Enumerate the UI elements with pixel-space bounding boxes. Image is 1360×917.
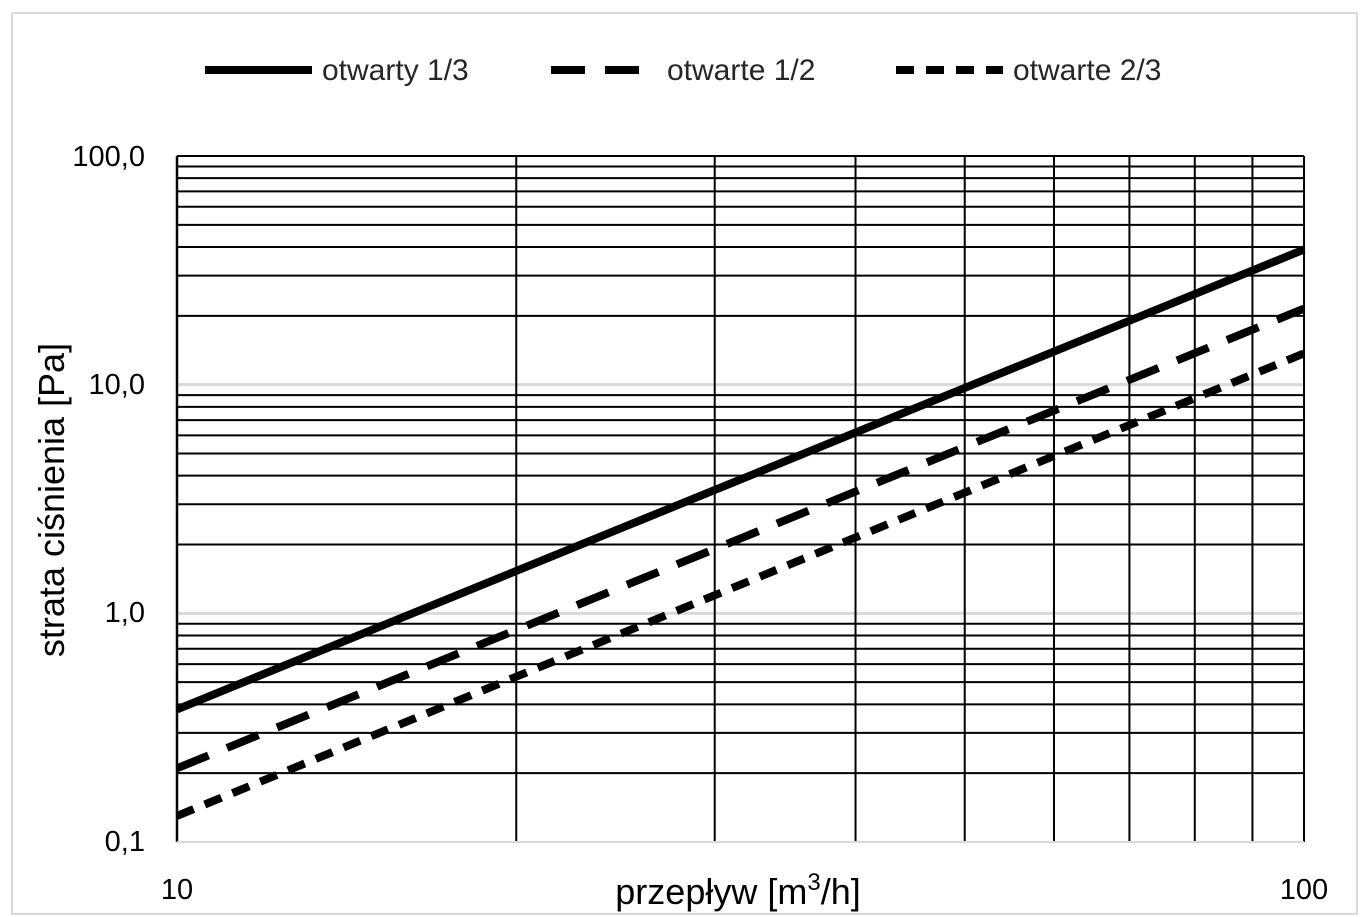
y-axis-title: strata ciśnienia [Pa] bbox=[31, 343, 72, 657]
grid-lines bbox=[175, 155, 1305, 843]
series-line-3 bbox=[175, 349, 1306, 820]
y-axis-tick-labels: 0,1 1,0 10,0 100,0 bbox=[72, 141, 145, 858]
series-line-2 bbox=[175, 304, 1306, 773]
y-tick-label: 100,0 bbox=[72, 141, 145, 173]
legend: otwarty 1/3 otwarte 1/2 otwarte 2/3 bbox=[205, 54, 1161, 87]
x-tick-label: 100 bbox=[1280, 874, 1328, 906]
x-axis-tick-labels: 10 100 bbox=[161, 874, 1328, 906]
legend-label-series-2: otwarte 1/2 bbox=[667, 54, 815, 87]
y-tick-label: 10,0 bbox=[89, 369, 145, 401]
series-line-1 bbox=[175, 245, 1306, 714]
legend-label-series-1: otwarty 1/3 bbox=[322, 54, 469, 87]
x-tick-label: 10 bbox=[161, 874, 193, 906]
y-tick-label: 0,1 bbox=[105, 826, 145, 858]
legend-label-series-3: otwarte 2/3 bbox=[1013, 54, 1161, 87]
chart-frame bbox=[11, 12, 1358, 915]
x-axis-title: przepływ [m3/h] bbox=[615, 869, 860, 912]
y-tick-label: 1,0 bbox=[105, 597, 145, 629]
series-lines bbox=[175, 245, 1306, 820]
